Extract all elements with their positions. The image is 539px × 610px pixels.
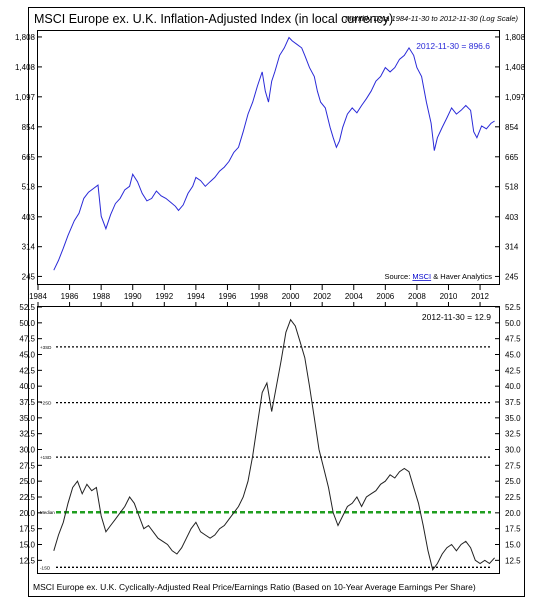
bottom-y-tick-label-right: 17.5 bbox=[505, 525, 521, 534]
bottom-y-tick-label-left: 25.0 bbox=[19, 477, 35, 486]
x-tick-label: 1988 bbox=[92, 292, 110, 301]
reference-line-label: +2SD bbox=[40, 401, 52, 406]
bottom-y-tick-label-right: 30.0 bbox=[505, 446, 521, 455]
bottom-y-tick-label-right: 42.5 bbox=[505, 366, 521, 375]
outer-border bbox=[28, 7, 525, 597]
bottom-y-tick-label-left: 37.5 bbox=[19, 398, 35, 407]
bottom-y-tick-label-left: 12.5 bbox=[19, 556, 35, 565]
reference-line-label: +1SD bbox=[40, 455, 52, 460]
bottom-y-tick-label-right: 52.5 bbox=[505, 303, 521, 312]
x-tick-label: 2008 bbox=[408, 292, 426, 301]
bottom-y-tick-label-right: 37.5 bbox=[505, 398, 521, 407]
reference-line-label: +3SD bbox=[40, 345, 52, 350]
bottom-y-tick-label-left: 15.0 bbox=[19, 541, 35, 550]
x-tick-label: 1996 bbox=[219, 292, 237, 301]
x-tick-label: 1986 bbox=[61, 292, 79, 301]
top-y-tick-label-right: 314 bbox=[505, 243, 519, 252]
bottom-y-tick-label-right: 40.0 bbox=[505, 382, 521, 391]
index-line bbox=[53, 36, 495, 271]
x-tick-label: 2010 bbox=[440, 292, 458, 301]
bottom-caption: MSCI Europe ex. U.K. Cyclically-Adjusted… bbox=[33, 582, 476, 592]
x-axis: 1984 1986 1988 1990 1992 1994 1996 1998 2000 2002… bbox=[29, 285, 490, 306]
reference-line-label: -1SD bbox=[40, 565, 51, 570]
top-y-tick-label-left: 665 bbox=[22, 153, 36, 162]
x-tick-label: 2000 bbox=[282, 292, 300, 301]
x-tick-label: 1990 bbox=[124, 292, 142, 301]
bottom-y-tick-label-left: 17.5 bbox=[19, 525, 35, 534]
top-y-tick-label-left: 854 bbox=[22, 123, 36, 132]
top-y-tick-label-right: 854 bbox=[505, 123, 519, 132]
top-plot-frame bbox=[37, 30, 500, 285]
bottom-y-tick-label-left: 40.0 bbox=[19, 382, 35, 391]
x-tick-label: 1994 bbox=[187, 292, 205, 301]
reference-line-label: Median bbox=[40, 510, 55, 515]
x-tick-label: 2006 bbox=[376, 292, 394, 301]
top-y-tick-label-left: 245 bbox=[22, 272, 36, 281]
bottom-y-tick-label-right: 25.0 bbox=[505, 477, 521, 486]
bottom-y-tick-label-right: 47.5 bbox=[505, 335, 521, 344]
bottom-y-tick-label-right: 12.5 bbox=[505, 556, 521, 565]
source-link-msci[interactable]: MSCI bbox=[412, 272, 431, 281]
bottom-y-tick-label-right: 20.0 bbox=[505, 509, 521, 518]
x-tick-label: 2002 bbox=[313, 292, 331, 301]
top-y-tick-label-left: 314 bbox=[22, 243, 36, 252]
bottom-y-tick-label-left: 45.0 bbox=[19, 351, 35, 360]
data-note: Monthly Data 1984-11-30 to 2012-11-30 (L… bbox=[345, 14, 518, 23]
x-tick-label: 1984 bbox=[29, 292, 47, 301]
source-prefix: Source: bbox=[384, 272, 412, 281]
top-y-axis: 245 245 314 314 403 403 518 518 665 665 854 854 1,09… bbox=[15, 33, 526, 281]
x-tick-label: 2012 bbox=[471, 292, 489, 301]
top-y-tick-label-right: 1,097 bbox=[505, 93, 526, 102]
source-suffix: & Haver Analytics bbox=[431, 272, 492, 281]
chart-title: MSCI Europe ex. U.K. Inflation-Adjusted … bbox=[34, 12, 393, 26]
bottom-y-tick-label-left: 35.0 bbox=[19, 414, 35, 423]
cape-series bbox=[53, 318, 495, 571]
index-series bbox=[53, 36, 495, 271]
bottom-y-tick-label-right: 35.0 bbox=[505, 414, 521, 423]
cape-line bbox=[53, 318, 495, 571]
top-readout: 2012-11-30 = 896.6 bbox=[416, 41, 490, 51]
top-y-tick-label-left: 1,408 bbox=[15, 63, 36, 72]
bottom-y-tick-label-left: 50.0 bbox=[19, 319, 35, 328]
top-y-tick-label-right: 665 bbox=[505, 153, 519, 162]
bottom-y-tick-label-right: 15.0 bbox=[505, 541, 521, 550]
x-tick-label: 2004 bbox=[345, 292, 363, 301]
top-y-tick-label-left: 518 bbox=[22, 183, 36, 192]
bottom-y-tick-label-left: 20.0 bbox=[19, 509, 35, 518]
bottom-y-tick-label-right: 32.5 bbox=[505, 430, 521, 439]
bottom-plot-frame bbox=[37, 306, 500, 574]
top-y-tick-label-right: 518 bbox=[505, 183, 519, 192]
bottom-y-tick-label-left: 32.5 bbox=[19, 430, 35, 439]
x-tick-label: 1992 bbox=[155, 292, 173, 301]
top-y-tick-label-right: 245 bbox=[505, 272, 519, 281]
source-credit: Source: MSCI & Haver Analytics bbox=[384, 272, 492, 281]
bottom-y-tick-label-left: 42.5 bbox=[19, 366, 35, 375]
top-y-tick-label-right: 403 bbox=[505, 213, 519, 222]
bottom-y-tick-label-right: 27.5 bbox=[505, 461, 521, 470]
bottom-y-axis: 12.5 12.5 15.0 15.0 17.5 17.5 20.0 20.0 22.5 22.5… bbox=[19, 303, 521, 565]
bottom-y-tick-label-left: 27.5 bbox=[19, 461, 35, 470]
top-y-tick-label-right: 1,408 bbox=[505, 63, 526, 72]
top-y-tick-label-left: 403 bbox=[22, 213, 36, 222]
x-tick-label: 1998 bbox=[250, 292, 268, 301]
bottom-y-tick-label-right: 22.5 bbox=[505, 493, 521, 502]
top-y-tick-label-right: 1,808 bbox=[505, 33, 526, 42]
top-y-tick-label-left: 1,097 bbox=[15, 93, 36, 102]
bottom-y-tick-label-left: 47.5 bbox=[19, 335, 35, 344]
top-y-tick-label-left: 1,808 bbox=[15, 33, 36, 42]
bottom-y-tick-label-left: 52.5 bbox=[19, 303, 35, 312]
bottom-readout: 2012-11-30 = 12.9 bbox=[422, 312, 491, 322]
bottom-y-tick-label-left: 22.5 bbox=[19, 493, 35, 502]
bottom-y-tick-label-right: 45.0 bbox=[505, 351, 521, 360]
bottom-y-tick-label-left: 30.0 bbox=[19, 446, 35, 455]
bottom-y-tick-label-right: 50.0 bbox=[505, 319, 521, 328]
